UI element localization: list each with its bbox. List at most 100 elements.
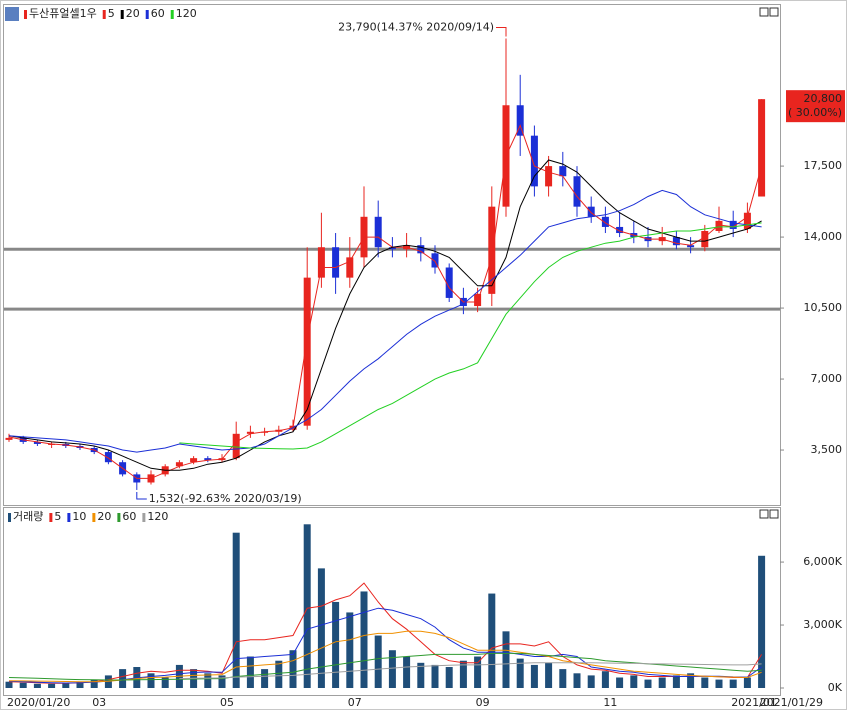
- legend-label: 5: [54, 510, 61, 523]
- annotation: 23,790(14.37% 2020/09/14): [338, 21, 494, 34]
- volume-bar: [388, 650, 396, 688]
- y-tick-label: 10,500: [804, 301, 843, 314]
- volume-bar: [332, 601, 340, 688]
- moving-average-line: [8, 159, 762, 471]
- volume-bar: [19, 682, 27, 688]
- legend-label: 60: [151, 7, 165, 20]
- candle-body: [587, 206, 595, 217]
- volume-bar: [346, 612, 354, 688]
- volume-bar: [317, 568, 325, 688]
- volume-bar: [445, 667, 453, 688]
- volume-bar: [90, 679, 98, 688]
- panel-icon[interactable]: [5, 7, 19, 21]
- legend-marker: [8, 513, 11, 522]
- volume-bar: [459, 660, 467, 688]
- y-tick-label: 3,000K: [803, 618, 842, 631]
- legend-marker: [117, 513, 121, 522]
- volume-bar: [701, 677, 709, 688]
- candle-body: [672, 237, 680, 246]
- legend-marker: [24, 10, 27, 19]
- volume-bar: [616, 677, 624, 688]
- candle-body: [388, 247, 396, 250]
- price-panel: [3, 4, 781, 506]
- candle-body: [374, 216, 382, 248]
- volume-bar: [246, 656, 254, 688]
- volume-bar: [743, 677, 751, 688]
- candle-body: [687, 245, 695, 248]
- legend-label: 20: [97, 510, 111, 523]
- volume-bar: [232, 532, 240, 688]
- candle-body: [616, 226, 624, 234]
- x-tick-label: 2021/01/29: [760, 696, 823, 709]
- candle-body: [743, 212, 751, 229]
- volume-bar: [758, 555, 766, 688]
- volume-average-line: [8, 607, 762, 684]
- volume-bar: [502, 631, 510, 688]
- annotation: 1,532(-92.63% 2020/03/19): [149, 492, 302, 505]
- volume-bar: [33, 683, 41, 688]
- panel-button[interactable]: [759, 7, 769, 17]
- volume-bar: [289, 650, 297, 688]
- volume-bar: [62, 682, 70, 688]
- legend-marker: [145, 10, 149, 19]
- candle-body: [729, 220, 737, 229]
- volume-bar: [573, 673, 581, 688]
- candle-body: [516, 105, 524, 136]
- legend-marker: [142, 513, 146, 522]
- x-tick-label: 05: [220, 696, 234, 709]
- volume-bar: [360, 591, 368, 688]
- volume-bar: [417, 662, 425, 688]
- y-tick-label: 14,000: [804, 230, 843, 243]
- y-tick-label: 0K: [828, 681, 843, 694]
- volume-average-line: [8, 630, 762, 683]
- candle-body: [104, 452, 112, 463]
- moving-average-line: [179, 222, 762, 450]
- legend-marker: [49, 513, 53, 522]
- candle-body: [317, 247, 325, 278]
- candle-body: [346, 257, 354, 278]
- last-price-label: 20,800: [804, 92, 843, 105]
- volume-bar: [275, 660, 283, 688]
- x-tick-label: 2021/01: [731, 696, 777, 709]
- candle-body: [175, 462, 183, 467]
- candle-body: [431, 253, 439, 268]
- volume-bar: [715, 679, 723, 688]
- moving-average-line: [8, 124, 763, 479]
- volume-bar: [630, 675, 638, 688]
- legend-marker: [120, 10, 124, 19]
- volume-bar: [729, 679, 737, 688]
- candle-body: [332, 247, 340, 278]
- candle-body: [701, 230, 709, 248]
- legend-marker: [102, 10, 106, 19]
- volume-bar: [161, 677, 169, 688]
- candle-body: [445, 267, 453, 298]
- volume-panel: [3, 507, 781, 696]
- volume-bar: [374, 635, 382, 688]
- panel-button[interactable]: [769, 7, 779, 17]
- x-tick-label: 09: [476, 696, 490, 709]
- volume-bar: [218, 675, 226, 688]
- candle-body: [488, 206, 496, 294]
- last-price-change: ( 30.00%): [788, 106, 842, 119]
- volume-average-line: [8, 582, 763, 684]
- legend-label: 10: [72, 510, 86, 523]
- candle-body: [715, 220, 723, 231]
- y-tick-label: 7,000: [811, 372, 843, 385]
- candle-body: [232, 433, 240, 459]
- panel-button[interactable]: [769, 509, 779, 519]
- candle-body: [5, 437, 13, 440]
- candle-body: [573, 176, 581, 207]
- candle-body: [417, 245, 425, 254]
- y-tick-label: 3,500: [811, 443, 843, 456]
- volume-bar: [530, 664, 538, 688]
- candle-body: [601, 216, 609, 227]
- candle-body: [190, 458, 198, 463]
- x-tick-label: 2020/01/20: [7, 696, 70, 709]
- volume-bar: [587, 675, 595, 688]
- volume-bar: [658, 677, 666, 688]
- annotation-arrow: [136, 491, 147, 500]
- panel-button[interactable]: [759, 509, 769, 519]
- volume-bar: [431, 664, 439, 688]
- legend-label: 60: [122, 510, 136, 523]
